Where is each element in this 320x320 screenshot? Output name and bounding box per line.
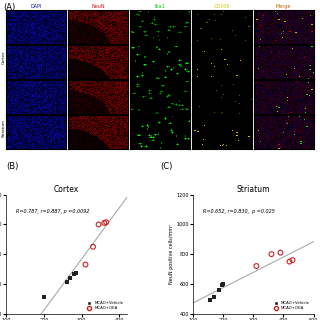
Point bbox=[278, 250, 283, 255]
Title: Striatum: Striatum bbox=[236, 185, 270, 194]
Point bbox=[290, 258, 295, 263]
Text: Striatum: Striatum bbox=[2, 119, 6, 137]
Legend: MCAO+Vehicle, MCAO+OEA: MCAO+Vehicle, MCAO+OEA bbox=[271, 300, 312, 312]
Point bbox=[287, 259, 292, 264]
Point bbox=[212, 295, 217, 300]
Point bbox=[68, 276, 73, 281]
Text: Cortex: Cortex bbox=[2, 51, 6, 64]
Y-axis label: NeuN positive cells/mm²: NeuN positive cells/mm² bbox=[169, 224, 174, 284]
Point bbox=[254, 263, 259, 268]
Title: DAPI: DAPI bbox=[31, 4, 42, 9]
Title: CD206: CD206 bbox=[213, 4, 230, 9]
Text: R=0.652, r=0.830,  p =0.025: R=0.652, r=0.830, p =0.025 bbox=[203, 209, 275, 214]
Point bbox=[207, 298, 212, 303]
Point bbox=[74, 271, 79, 276]
Point bbox=[64, 280, 69, 285]
Text: (C): (C) bbox=[160, 162, 172, 171]
Point bbox=[42, 295, 47, 300]
Title: Iba1: Iba1 bbox=[155, 4, 165, 9]
Legend: MCAO+Vehicle, MCAO+OEA: MCAO+Vehicle, MCAO+OEA bbox=[84, 300, 125, 312]
Title: Merge: Merge bbox=[276, 4, 291, 9]
Title: Cortex: Cortex bbox=[54, 185, 79, 194]
Text: (B): (B) bbox=[6, 162, 19, 171]
Point bbox=[216, 287, 221, 292]
Text: R=0.787, r=0.887, p =0.0092: R=0.787, r=0.887, p =0.0092 bbox=[16, 209, 90, 214]
Point bbox=[219, 283, 224, 288]
Text: (A): (A) bbox=[3, 3, 15, 12]
Point bbox=[96, 222, 101, 227]
Point bbox=[83, 262, 88, 267]
Point bbox=[269, 252, 274, 257]
Title: NeuN: NeuN bbox=[92, 4, 105, 9]
Point bbox=[221, 281, 226, 286]
Point bbox=[102, 220, 107, 226]
Point bbox=[91, 244, 96, 249]
Point bbox=[72, 272, 77, 277]
Point bbox=[104, 220, 109, 225]
